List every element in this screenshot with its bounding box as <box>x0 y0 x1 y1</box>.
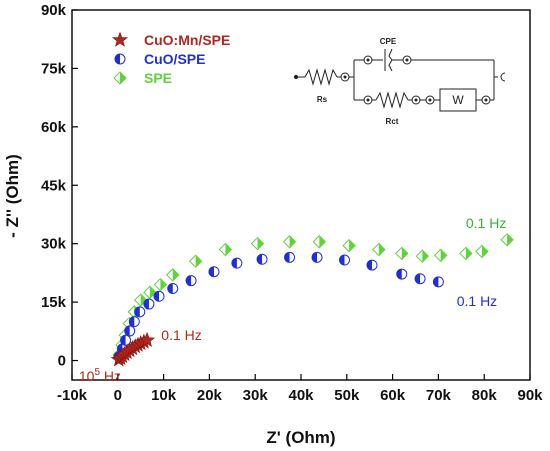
y-axis-title: - Z'' (Ohm) <box>3 154 22 238</box>
rs-resistor <box>304 68 338 86</box>
legend-item: SPE <box>113 70 172 86</box>
data-point <box>185 275 197 287</box>
data-point <box>218 242 233 257</box>
x-tick-label: 90k <box>517 387 543 404</box>
legend-marker <box>114 53 126 65</box>
circuit-label-w: W <box>452 93 464 107</box>
frequency-annotation: 0.1 Hz <box>457 293 497 309</box>
data-point <box>282 235 297 249</box>
data-point <box>250 236 265 251</box>
data-point <box>231 257 243 269</box>
series-half-circle <box>113 251 444 363</box>
data-point <box>143 285 157 300</box>
data-point <box>284 251 296 263</box>
data-point <box>366 259 378 271</box>
data-point <box>433 248 448 263</box>
circuit-label-rct: Rct <box>386 117 399 126</box>
data-point <box>128 316 140 328</box>
data-point <box>432 276 444 288</box>
legend-label: CuO/SPE <box>144 51 205 67</box>
y-tick-label: 90k <box>41 2 67 19</box>
frequency-annotation: 0.1 Hz <box>466 215 506 231</box>
x-tick-label: 60k <box>380 387 406 404</box>
plot-area <box>71 9 531 381</box>
legend-label: SPE <box>144 70 172 86</box>
data-point <box>414 273 426 285</box>
x-tick-label: 30k <box>243 387 269 404</box>
data-point <box>339 254 351 266</box>
y-tick-label: 15k <box>41 294 67 311</box>
data-point <box>153 290 165 302</box>
data-point <box>459 246 473 261</box>
data-point <box>120 334 132 346</box>
equivalent-circuit <box>293 48 506 112</box>
x-tick-label: 80k <box>472 387 498 404</box>
data-point <box>312 235 327 249</box>
x-tick-label: 40k <box>288 387 314 404</box>
data-point <box>134 306 146 318</box>
legend-item: CuO:Mn/SPE <box>112 31 230 48</box>
y-tick-label: 30k <box>41 236 67 253</box>
data-point <box>256 253 268 265</box>
data-point <box>342 238 356 253</box>
x-tick-label: 0 <box>114 387 122 404</box>
rct-resistor <box>375 91 409 109</box>
circuit-label-cpe: CPE <box>380 37 397 46</box>
legend-marker <box>113 71 127 85</box>
x-tick-label: -10k <box>57 387 88 404</box>
data-point <box>188 254 203 268</box>
data-point <box>500 233 514 247</box>
x-tick-label: 20k <box>197 387 223 404</box>
x-axis-title: Z' (Ohm) <box>266 428 335 447</box>
x-tick-label: 70k <box>426 387 452 404</box>
data-point <box>167 282 179 294</box>
data-point <box>166 268 180 282</box>
data-point <box>143 298 155 310</box>
data-point <box>208 266 220 278</box>
y-tick-label: 0 <box>58 353 66 370</box>
data-point <box>124 325 136 337</box>
data-point <box>395 246 409 261</box>
data-point <box>153 277 168 292</box>
circuit-label-rs: Rs <box>317 95 328 104</box>
data-point <box>415 249 430 263</box>
y-tick-label: 45k <box>41 177 67 194</box>
frequency-annotation: 105 Hz <box>79 367 121 384</box>
data-point <box>396 268 408 280</box>
x-tick-label: 10k <box>151 387 177 404</box>
frequency-annotation: 0.1 Hz <box>161 327 201 343</box>
legend-marker <box>112 31 128 47</box>
data-point <box>475 244 489 259</box>
y-tick-label: 75k <box>41 60 67 77</box>
data-point <box>311 251 323 263</box>
y-tick-label: 60k <box>41 119 67 136</box>
legend-label: CuO:Mn/SPE <box>144 32 230 48</box>
data-point <box>133 293 148 307</box>
x-tick-label: 50k <box>334 387 360 404</box>
legend-item: CuO/SPE <box>114 51 205 67</box>
data-point <box>372 242 386 257</box>
series-star <box>110 331 156 367</box>
data-point <box>139 331 156 348</box>
